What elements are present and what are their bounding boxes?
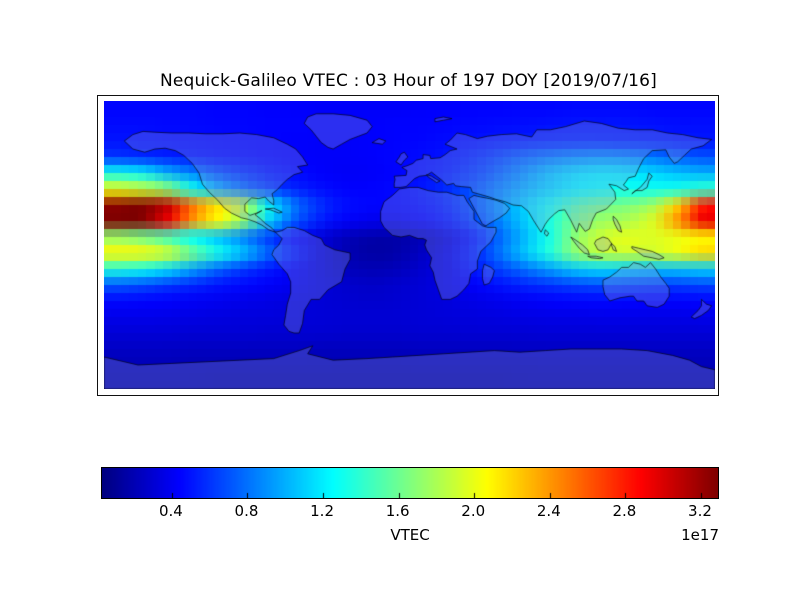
colorbar-axis-label: VTEC	[390, 526, 430, 544]
colorbar-tick-label: 1.2	[310, 502, 334, 520]
figure-title: Nequick-Galileo VTEC : 03 Hour of 197 DO…	[159, 71, 657, 91]
colorbar-tick-label: 2.8	[612, 502, 637, 520]
colorbar-tick-label: 0.4	[158, 502, 183, 520]
colorbar-tick-label: 3.2	[688, 502, 712, 520]
colorbar-tick-label: 2.0	[461, 502, 486, 520]
world-vtec-heatmap	[104, 101, 715, 389]
colorbar-gradient	[102, 468, 718, 498]
map-axes	[97, 95, 719, 396]
colorbar-tick-label: 2.4	[536, 502, 561, 520]
colorbar-tick-label: 0.8	[234, 502, 259, 520]
colorbar	[101, 467, 719, 499]
colorbar-offset-label: 1e17	[681, 526, 719, 544]
colorbar-tick-label: 1.6	[385, 502, 410, 520]
